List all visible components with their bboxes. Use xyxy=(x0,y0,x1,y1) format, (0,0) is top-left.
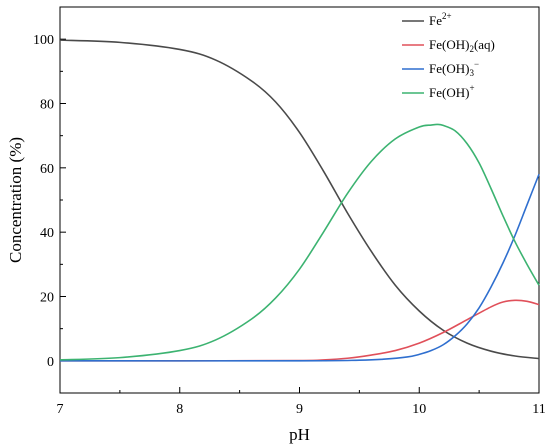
x-axis-label: pH xyxy=(289,425,310,444)
legend: Fe2+ Fe(OH)2(aq) Fe(OH)3− Fe(OH)+ xyxy=(402,11,495,100)
y-axis-label: Concentration (%) xyxy=(6,137,25,263)
x-tick-label: 10 xyxy=(412,402,426,417)
y-tick-label: 100 xyxy=(33,33,54,48)
y-tick-label: 40 xyxy=(40,226,54,241)
x-tick-label: 7 xyxy=(57,402,64,417)
y-tick-label: 80 xyxy=(40,98,54,113)
series-line-1 xyxy=(59,299,540,362)
x-tick-label: 8 xyxy=(176,402,183,417)
legend-entry-1: Fe(OH)2(aq) xyxy=(429,37,495,54)
y-tick-label: 0 xyxy=(47,355,54,370)
series-line-0 xyxy=(59,39,540,360)
y-tick-label: 60 xyxy=(40,162,54,177)
series-line-2 xyxy=(59,173,540,362)
y-axis: 0 20 40 60 80 100 xyxy=(33,33,66,370)
y-tick-label: 20 xyxy=(40,291,54,306)
x-tick-label: 9 xyxy=(296,402,303,417)
legend-entry-3: Fe(OH)+ xyxy=(429,83,475,100)
series-line-3 xyxy=(59,123,540,361)
x-tick-label: 11 xyxy=(532,402,545,417)
legend-entry-0: Fe2+ xyxy=(429,11,452,28)
x-axis: 7 8 9 10 11 xyxy=(57,387,546,417)
series-lines xyxy=(59,39,540,362)
legend-entry-2: Fe(OH)3− xyxy=(429,59,479,78)
